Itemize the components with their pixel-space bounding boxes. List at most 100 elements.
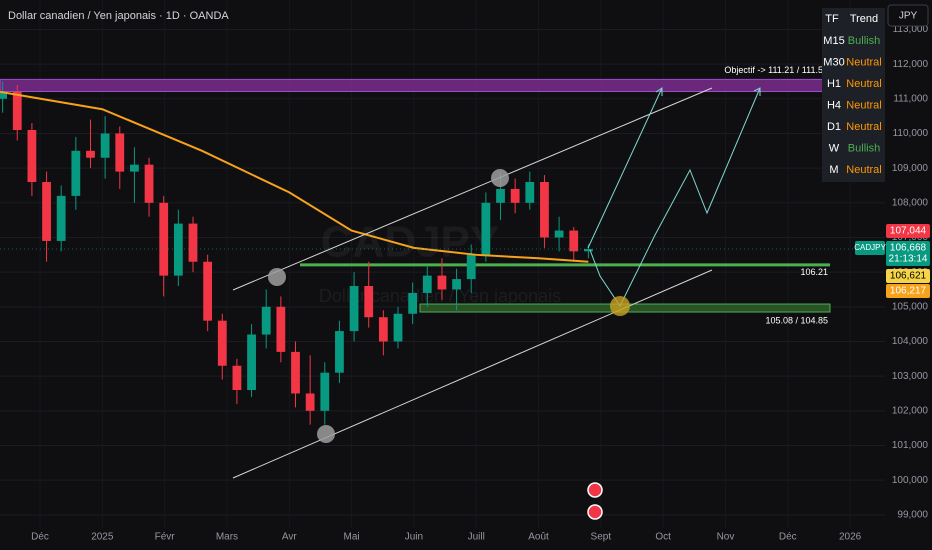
table-trend: Neutral <box>846 56 881 68</box>
table-trend: Neutral <box>846 78 881 90</box>
chart-title: Dollar canadien / Yen japonais · 1D · OA… <box>8 10 229 22</box>
x-tick-label: 2025 <box>91 532 114 543</box>
price-tag <box>886 284 930 298</box>
candle-body <box>305 393 315 411</box>
table-trend: Bullish <box>848 35 880 47</box>
x-tick-label: 2026 <box>839 532 862 543</box>
x-tick-label: Mars <box>216 532 238 543</box>
y-tick-label: 102,000 <box>892 405 929 416</box>
x-tick-label: Déc <box>31 532 49 543</box>
candle-body <box>393 313 403 342</box>
drawings <box>232 87 761 520</box>
y-tick-label: 99,000 <box>897 509 928 520</box>
y-tick-label: 112,000 <box>893 59 929 70</box>
candle-body <box>291 351 300 394</box>
candle-body <box>569 230 579 252</box>
candle-body <box>232 365 242 391</box>
event-icon[interactable] <box>587 482 603 498</box>
channel-upper <box>232 87 713 291</box>
table-tf: M15 <box>823 35 844 47</box>
candle-body <box>130 164 139 172</box>
candle-body <box>335 331 344 373</box>
candle-body <box>173 223 183 276</box>
candle-body <box>144 164 154 203</box>
candle-body <box>452 279 461 290</box>
x-tick-label: Déc <box>779 532 797 543</box>
x-tick-label: Oct <box>655 532 671 543</box>
projection-a <box>587 87 663 249</box>
symbol-tag-box <box>855 241 885 255</box>
candle-body <box>261 306 271 335</box>
candle-body <box>203 261 213 321</box>
candle-body <box>510 188 520 203</box>
table-trend: Neutral <box>846 99 881 111</box>
currency-button[interactable] <box>887 4 929 27</box>
candle-body <box>422 275 432 293</box>
candle-body <box>100 133 110 158</box>
candle-body <box>437 275 447 290</box>
y-tick-label: 110,000 <box>893 128 929 139</box>
table-trend: Neutral <box>846 164 881 176</box>
candle-body <box>408 292 418 314</box>
price-tag-label: 107,044 <box>890 226 927 237</box>
table-trend: Neutral <box>846 121 881 133</box>
table-bg <box>822 8 885 182</box>
y-tick-label: 105,000 <box>892 301 929 312</box>
candle-body <box>188 223 198 262</box>
candle-body <box>159 202 169 276</box>
candle-body <box>525 182 535 203</box>
candle-body <box>481 202 491 255</box>
candle-body <box>0 91 8 99</box>
x-tick-label: Août <box>528 532 549 543</box>
x-tick-label: Nov <box>717 532 735 543</box>
table-header: TF <box>825 13 839 25</box>
event-icon[interactable] <box>587 504 603 520</box>
table-trend: Bullish <box>848 142 880 154</box>
candle-body <box>496 188 505 203</box>
symbol-tag: CADJPY <box>854 243 886 252</box>
candle-body <box>349 286 359 332</box>
candles <box>0 81 593 425</box>
x-tick-label: Févr <box>155 532 176 543</box>
projection-b <box>589 87 761 307</box>
y-tick-label: 108,000 <box>892 197 929 208</box>
zone-label: 105.08 / 104.85 <box>765 315 828 325</box>
candle-body <box>56 195 66 241</box>
price-tag <box>886 241 930 266</box>
table-tf: M <box>829 164 838 176</box>
candle-body <box>42 182 51 241</box>
price-tag <box>886 269 930 283</box>
y-tick-label: 103,000 <box>892 371 929 382</box>
currency-label: JPY <box>899 11 918 22</box>
table-header: Trend <box>850 13 878 25</box>
arrowhead <box>753 87 761 96</box>
pivot-marker <box>491 169 509 187</box>
candle-body <box>378 317 388 342</box>
y-tick-label: 104,000 <box>892 336 929 347</box>
candle-body <box>115 133 125 172</box>
candle-body <box>86 150 95 158</box>
candle-body <box>540 182 549 238</box>
candle-body <box>27 130 37 183</box>
y-tick-label: 113,000 <box>893 24 929 35</box>
x-tick-label: Mai <box>344 532 360 543</box>
price-tags: 107,044 106,668 106,621 106,217 21:13:14CADJ… <box>0 224 930 298</box>
candle-body <box>554 230 564 238</box>
table-tf: M30 <box>823 56 844 68</box>
arrowhead <box>655 87 663 96</box>
candle-body <box>12 91 22 131</box>
moving-average <box>0 90 589 263</box>
countdown: 21:13:14 <box>889 254 928 265</box>
pivot-marker <box>317 425 335 443</box>
channel-lower <box>232 269 713 479</box>
price-tag-label: 106,217 <box>890 286 927 297</box>
x-tick-label: Juin <box>405 532 423 543</box>
candle-body <box>583 248 593 252</box>
candle-body <box>466 254 476 280</box>
x-tick-label: Juill <box>468 532 485 543</box>
watermark-name: Dollar canadien / Yen japonais <box>319 286 561 306</box>
candle-body <box>217 320 227 366</box>
candle-body <box>276 306 286 352</box>
